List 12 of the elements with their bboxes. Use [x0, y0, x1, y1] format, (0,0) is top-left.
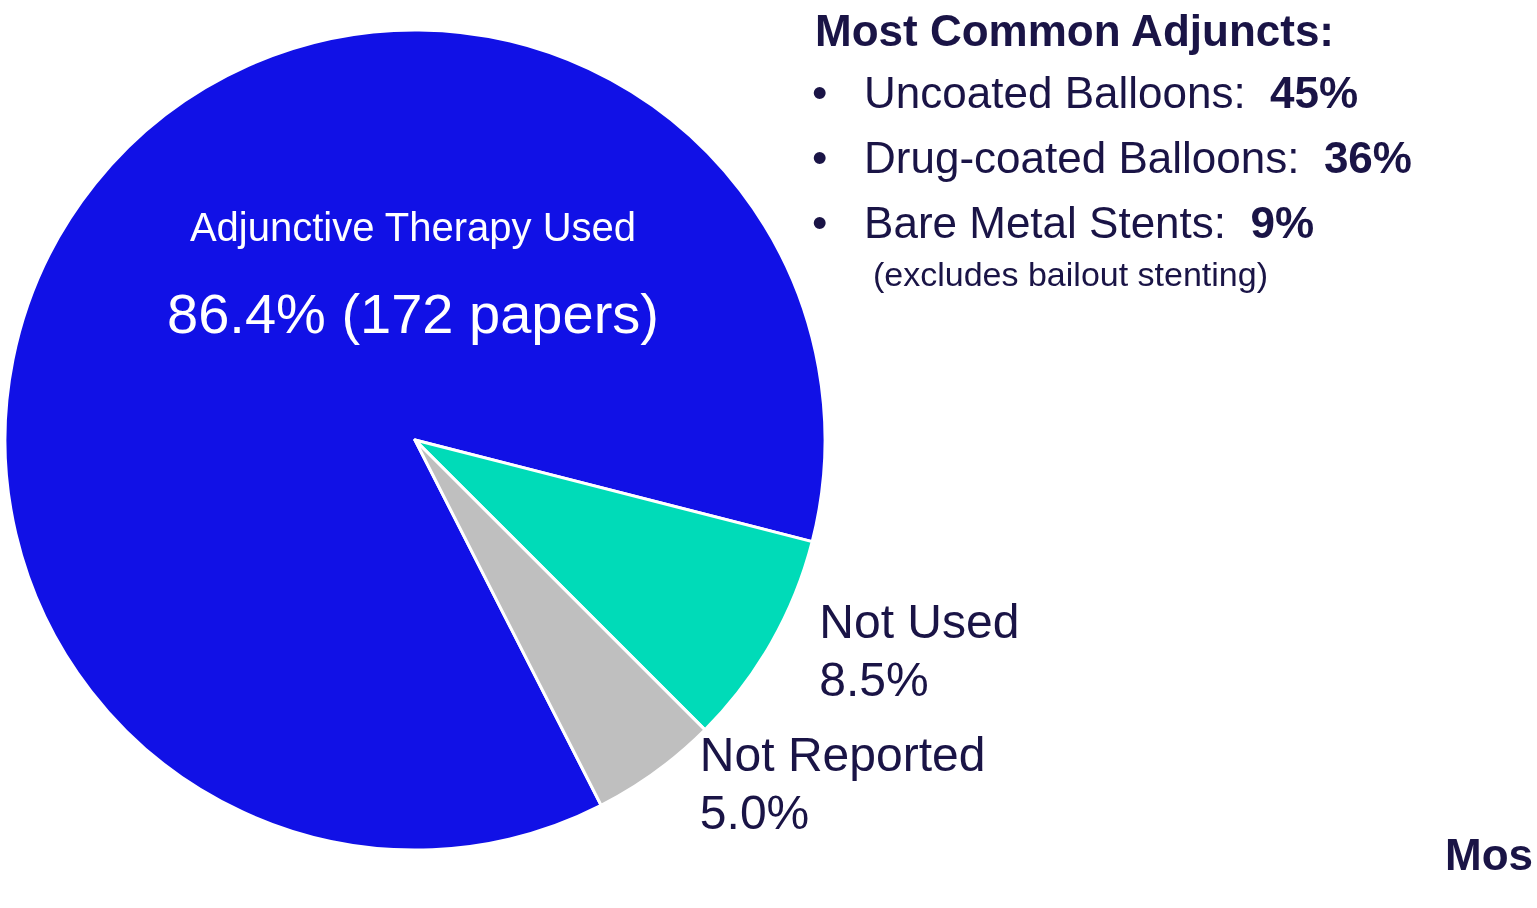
text: Mos	[1445, 829, 1533, 879]
text: (excludes bailout stenting)	[873, 255, 1269, 293]
slice-label: Not Reported	[699, 728, 986, 782]
text: • Drug-coated Balloons: 36%	[812, 132, 1412, 182]
chart-title: Most Common Adjuncts:	[815, 5, 1334, 55]
text: • Bare Metal Stents: 9%	[812, 197, 1315, 247]
data-label: 5.0%	[699, 786, 810, 840]
slice-label: Not Used	[819, 594, 1020, 648]
data-label: 8.5%	[819, 652, 929, 706]
data-label: 86.4% (172 papers)	[167, 281, 659, 345]
text: • Uncoated Balloons: 45%	[812, 67, 1359, 117]
slice-label: Adjunctive Therapy Used	[189, 205, 637, 249]
